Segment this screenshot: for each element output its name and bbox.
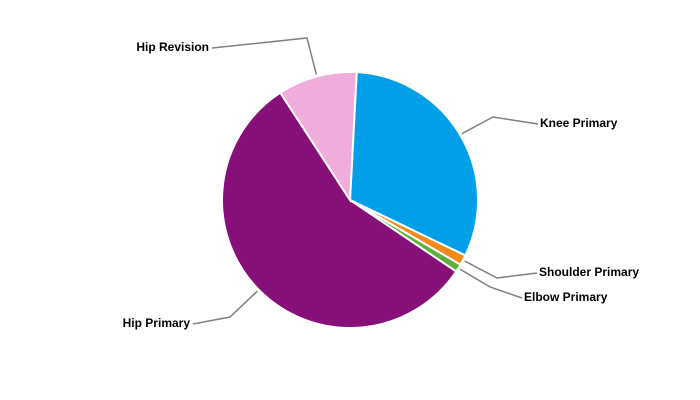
leader-line xyxy=(459,268,523,299)
slice-label: Hip Primary xyxy=(123,316,191,330)
slice-label: Hip Revision xyxy=(136,40,209,54)
pie-slice xyxy=(348,71,479,257)
slice-label: Shoulder Primary xyxy=(539,265,639,279)
slice-label: Elbow Primary xyxy=(524,290,608,304)
leader-line xyxy=(464,260,538,279)
slice-label: Knee Primary xyxy=(540,116,618,130)
leader-line xyxy=(461,116,539,135)
pie-slice xyxy=(221,91,458,329)
leader-line xyxy=(211,37,318,75)
pie-slice xyxy=(278,71,358,204)
leader-line xyxy=(192,290,258,325)
